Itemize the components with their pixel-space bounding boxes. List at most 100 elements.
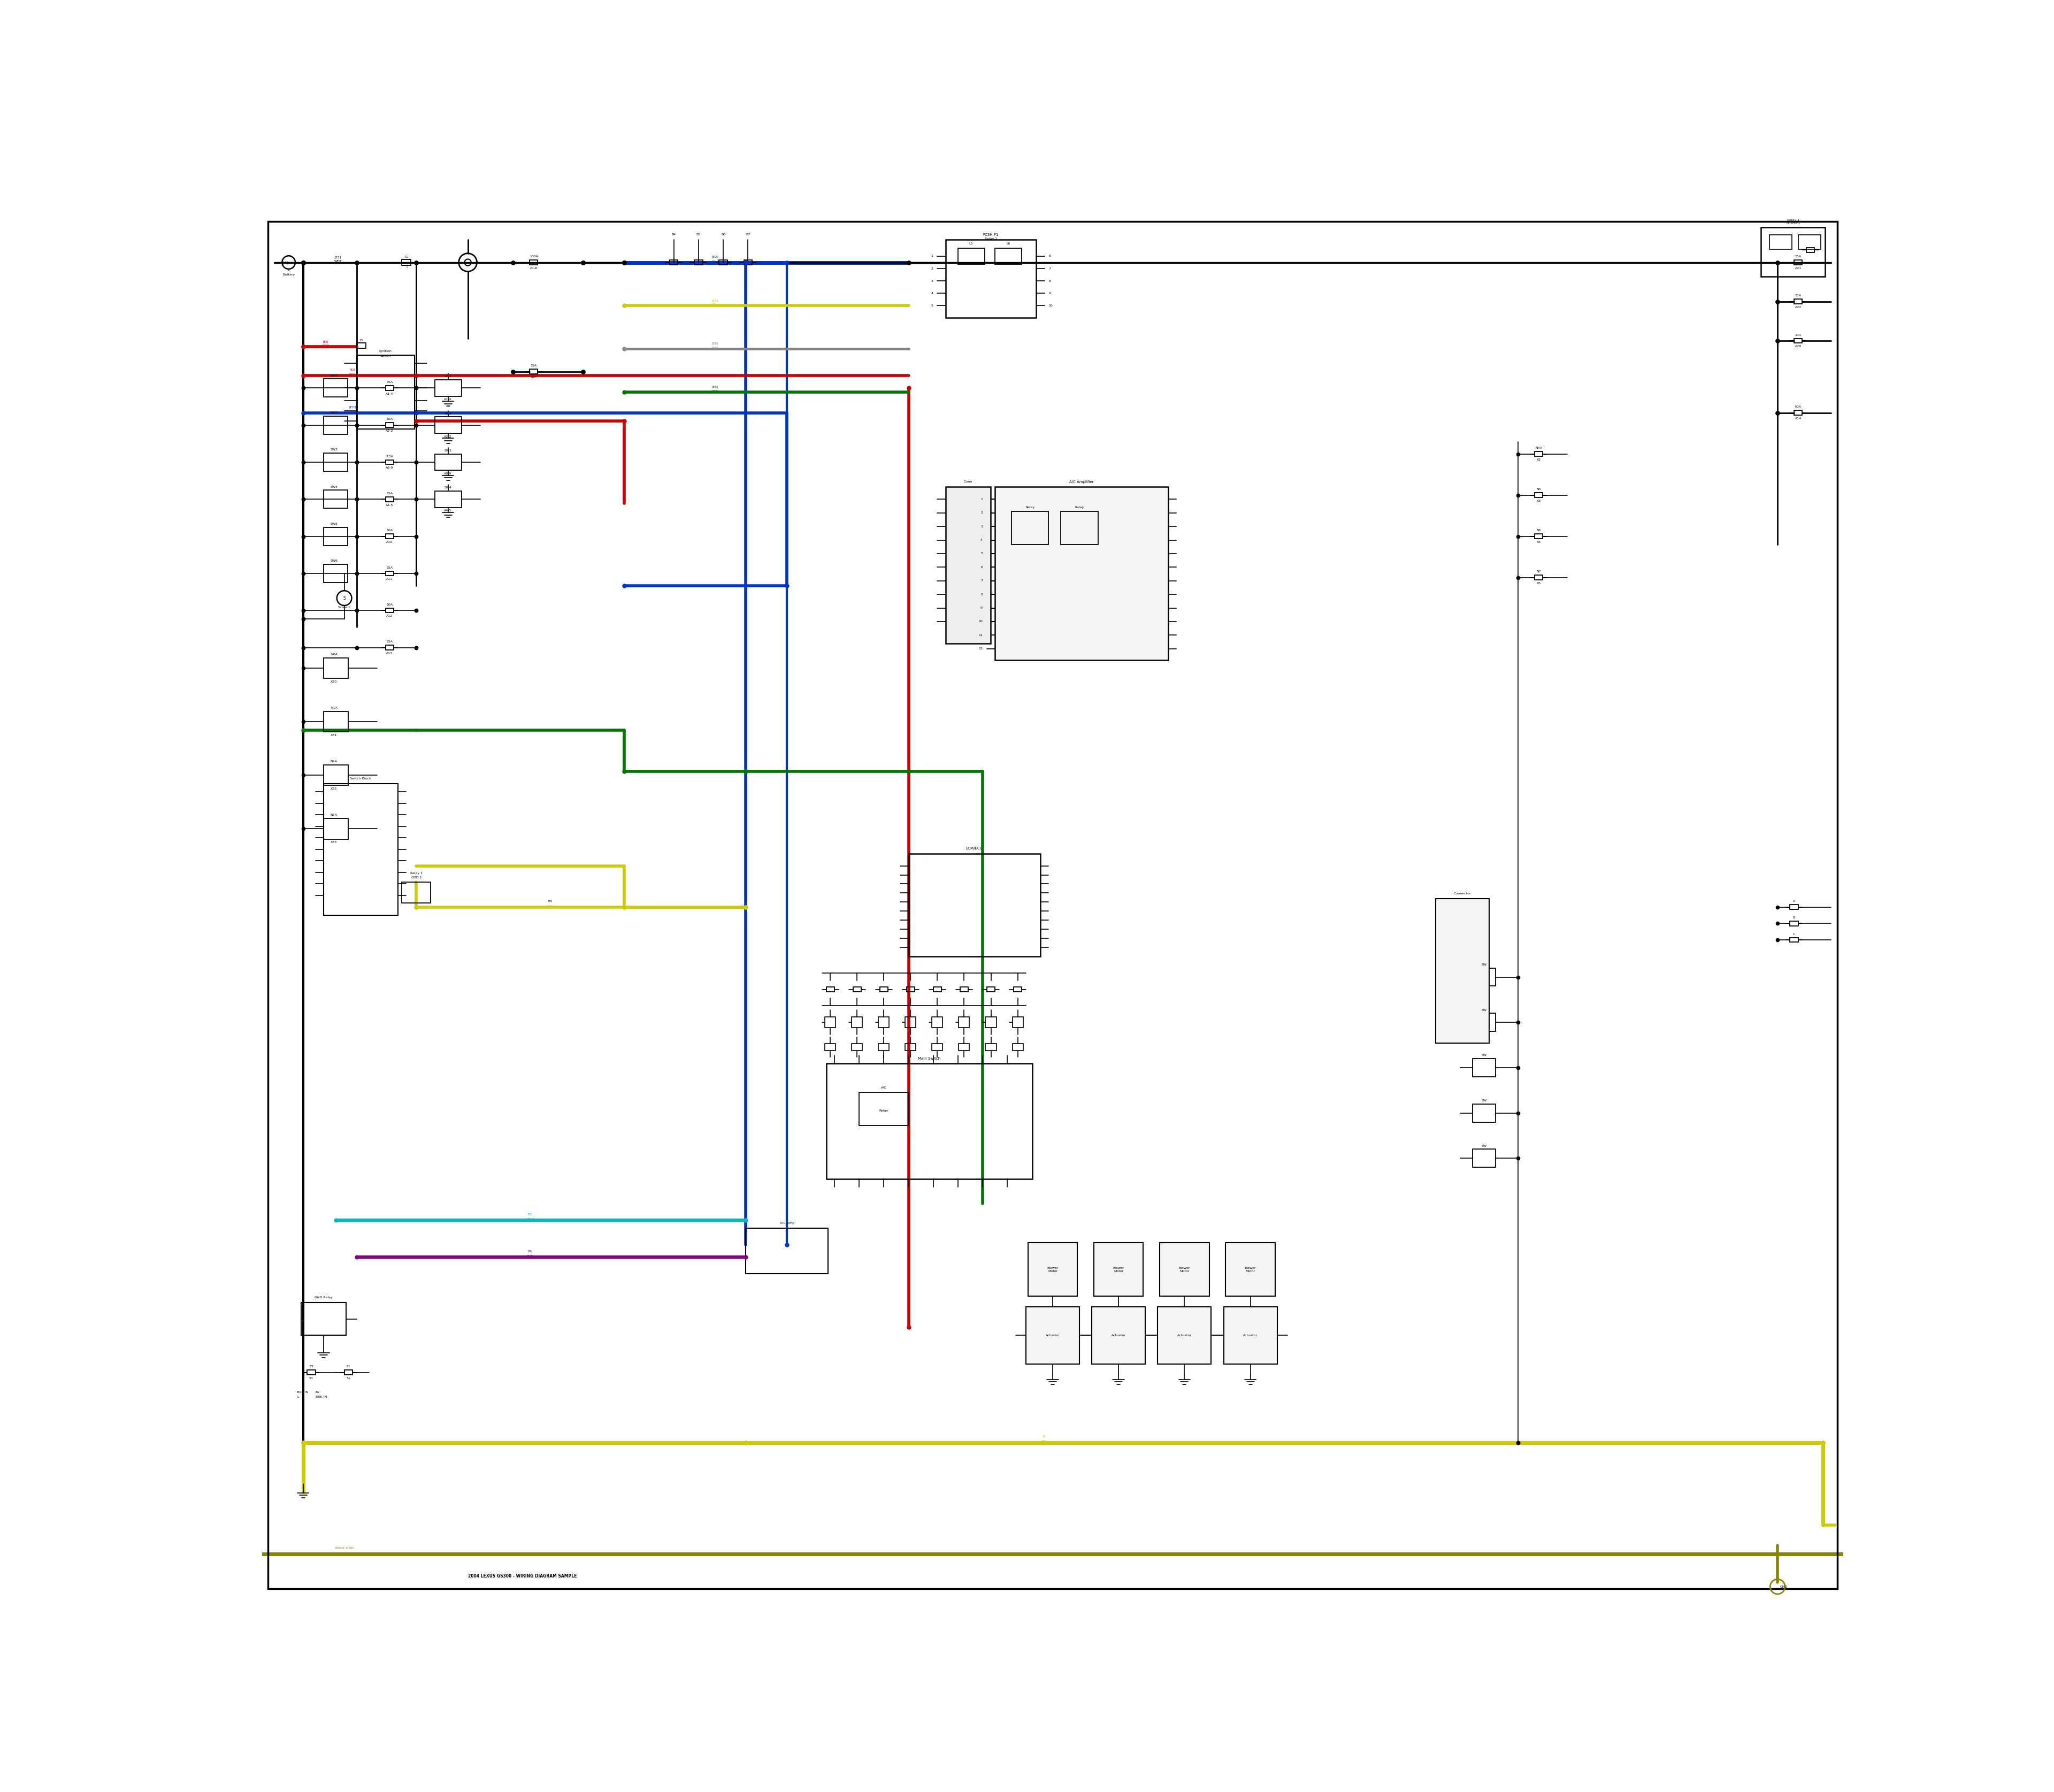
- Text: A13: A13: [386, 652, 392, 654]
- Text: 51: 51: [347, 1376, 351, 1380]
- Bar: [906, 987, 914, 991]
- Point: [729, 756, 762, 785]
- Bar: [959, 987, 967, 991]
- Bar: [826, 987, 834, 991]
- Text: AHY: AHY: [711, 346, 719, 349]
- Bar: [1436, 900, 1489, 1043]
- Text: A12: A12: [386, 615, 392, 618]
- Point: [729, 247, 762, 276]
- Text: B6: B6: [528, 1251, 532, 1253]
- Text: BLU: BLU: [349, 410, 355, 414]
- Text: SW: SW: [1481, 1054, 1487, 1057]
- Point: [1501, 962, 1534, 991]
- Bar: [1011, 511, 1048, 545]
- Point: [729, 1428, 762, 1457]
- Bar: [945, 487, 990, 643]
- Text: [EJ]: [EJ]: [322, 340, 329, 344]
- Text: X31: X31: [331, 735, 337, 737]
- Text: A1-6: A1-6: [530, 267, 538, 269]
- Bar: [325, 564, 347, 582]
- Bar: [1789, 921, 1797, 926]
- Bar: [1013, 1043, 1023, 1050]
- Text: [E2]: [E2]: [711, 254, 719, 258]
- Bar: [1473, 968, 1495, 986]
- Text: N7: N7: [1536, 570, 1540, 573]
- Text: GRN: GRN: [711, 391, 719, 392]
- Bar: [933, 1018, 943, 1027]
- Text: B3: B3: [528, 1213, 532, 1215]
- Point: [341, 486, 374, 514]
- Text: 15A: 15A: [386, 566, 392, 568]
- Bar: [435, 491, 462, 507]
- Point: [1501, 439, 1534, 468]
- Bar: [826, 1043, 836, 1050]
- Text: A2-2: A2-2: [444, 435, 452, 437]
- Bar: [852, 1043, 863, 1050]
- Bar: [1534, 534, 1543, 539]
- Text: A8-9: A8-9: [386, 466, 394, 470]
- Point: [288, 762, 320, 790]
- Text: 8: 8: [1048, 280, 1052, 283]
- Text: 6: 6: [980, 566, 982, 568]
- Bar: [1797, 235, 1820, 249]
- Text: SW5: SW5: [331, 523, 337, 525]
- Text: 9: 9: [980, 607, 982, 609]
- Point: [401, 892, 433, 921]
- Point: [401, 398, 433, 426]
- Bar: [994, 247, 1021, 265]
- Text: Blower
Motor: Blower Motor: [1245, 1267, 1257, 1272]
- Text: [E5]: [E5]: [711, 299, 719, 301]
- Bar: [435, 453, 462, 471]
- Bar: [957, 247, 984, 265]
- Text: 60A: 60A: [1795, 405, 1801, 409]
- Text: SW1: SW1: [444, 375, 452, 378]
- Bar: [1793, 410, 1801, 416]
- Point: [341, 410, 374, 439]
- Text: SW1: SW1: [331, 375, 337, 376]
- Text: 4: 4: [930, 292, 933, 294]
- Text: 4: 4: [980, 539, 982, 541]
- Point: [401, 247, 433, 276]
- Text: X33: X33: [331, 840, 337, 844]
- Text: N2A: N2A: [331, 760, 337, 763]
- Point: [1501, 1428, 1534, 1457]
- Point: [288, 410, 320, 439]
- Bar: [325, 711, 349, 731]
- Text: Connector: Connector: [1454, 892, 1471, 896]
- Text: 15A: 15A: [386, 640, 392, 643]
- Text: L5: L5: [969, 242, 974, 246]
- Point: [891, 756, 924, 785]
- Text: A1-4: A1-4: [386, 392, 394, 396]
- Bar: [1224, 1306, 1278, 1364]
- Bar: [325, 658, 349, 679]
- Bar: [386, 534, 394, 539]
- Point: [1501, 1143, 1534, 1172]
- Text: 1: 1: [980, 498, 982, 500]
- Text: 12: 12: [978, 647, 982, 650]
- Point: [1760, 287, 1793, 315]
- Text: FC3H-F1: FC3H-F1: [1787, 222, 1799, 224]
- Text: Relay 1: Relay 1: [984, 238, 996, 240]
- Point: [401, 559, 433, 588]
- Bar: [325, 765, 349, 785]
- Bar: [879, 987, 887, 991]
- Text: 1: 1: [405, 265, 407, 267]
- Text: X2: X2: [1536, 459, 1540, 461]
- Text: RED: RED: [349, 373, 355, 376]
- Text: SW6: SW6: [331, 559, 337, 563]
- Text: SW: SW: [1481, 1009, 1487, 1011]
- Bar: [933, 987, 941, 991]
- Text: 2: 2: [930, 267, 933, 271]
- Text: Relay 1: Relay 1: [1787, 219, 1799, 222]
- Text: 10: 10: [978, 620, 982, 624]
- Text: L.BLU: L.BLU: [526, 1219, 534, 1220]
- Bar: [1093, 1306, 1146, 1364]
- Text: Main Switch: Main Switch: [918, 1057, 941, 1061]
- Text: SW4: SW4: [444, 486, 452, 489]
- Point: [729, 1244, 762, 1272]
- Text: FC3H-F1: FC3H-F1: [984, 233, 998, 237]
- Text: Switch Block: Switch Block: [349, 778, 372, 780]
- Text: Actuator: Actuator: [1111, 1333, 1126, 1337]
- Text: A22: A22: [1795, 306, 1801, 308]
- Point: [341, 521, 374, 550]
